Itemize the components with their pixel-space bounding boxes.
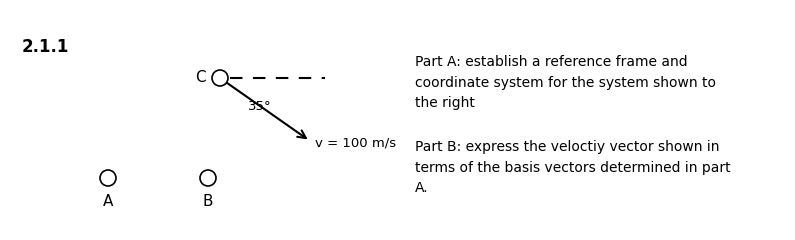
Text: 2.1.1: 2.1.1: [22, 38, 69, 56]
Text: B: B: [203, 194, 213, 209]
Text: 35°: 35°: [248, 100, 272, 113]
Circle shape: [100, 170, 116, 186]
Text: C: C: [196, 71, 206, 85]
Text: Part A: establish a reference frame and
coordinate system for the system shown t: Part A: establish a reference frame and …: [415, 55, 716, 110]
Text: v = 100 m/s: v = 100 m/s: [315, 137, 396, 150]
Text: A: A: [103, 194, 113, 209]
Text: Part B: express the veloctiy vector shown in
terms of the basis vectors determin: Part B: express the veloctiy vector show…: [415, 140, 731, 195]
Circle shape: [212, 70, 228, 86]
Circle shape: [200, 170, 216, 186]
